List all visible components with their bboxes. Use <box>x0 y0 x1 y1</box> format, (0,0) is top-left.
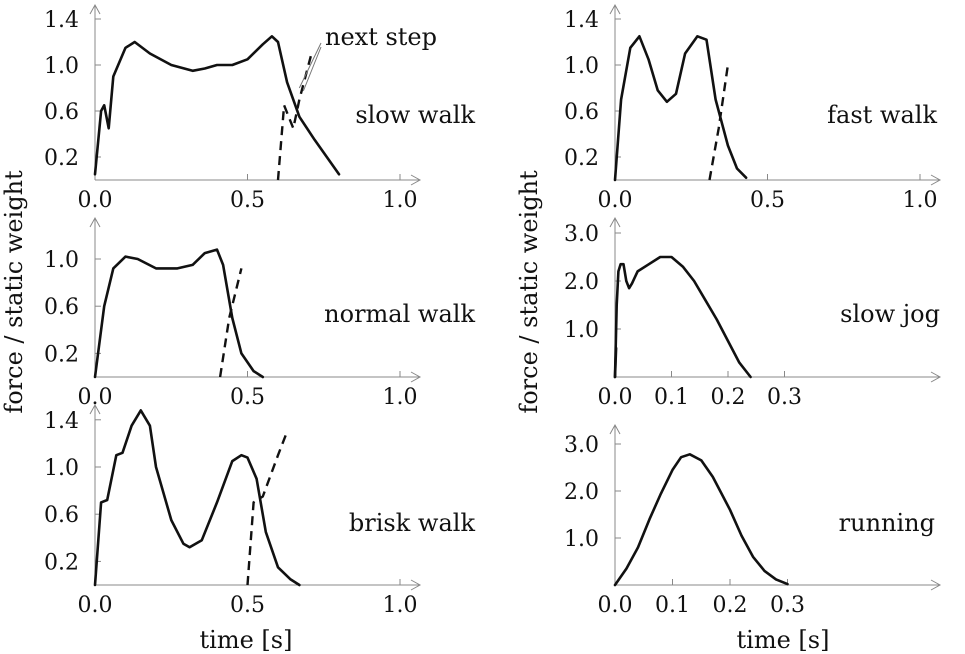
y-tick-label: 1.4 <box>44 8 79 33</box>
panel-label: normal walk <box>324 300 475 328</box>
series-1-line <box>708 64 730 181</box>
x-tick-label: 1.0 <box>903 188 938 213</box>
series-0-line <box>613 255 752 379</box>
y-tick-label: 0.2 <box>44 550 79 575</box>
x-tick-label: 0.2 <box>713 593 748 618</box>
panel-5: 0.0 0.1 0.2 0.3 1.0 2.0 3.0 running <box>564 423 942 618</box>
x-axis-title-right: time [s] <box>737 626 830 654</box>
annotation-leader <box>298 42 322 89</box>
y-tick-label: 1.0 <box>564 527 599 552</box>
x-tick-label: 1.0 <box>383 593 418 618</box>
y-tick-label: 0.2 <box>44 146 79 171</box>
x-tick-label: 0.0 <box>598 593 633 618</box>
y-axis-arrow <box>609 216 621 228</box>
x-tick-label: 0.1 <box>654 385 689 410</box>
series-1-line <box>246 431 289 586</box>
y-axis-arrow <box>89 3 101 15</box>
y-axis-title-right: force / static weight <box>515 170 543 414</box>
y-tick-label: 0.6 <box>44 503 79 528</box>
x-axis-arrow <box>930 579 942 591</box>
series-0-line <box>93 409 301 587</box>
x-tick-label: 0.5 <box>230 385 265 410</box>
x-tick-label: 0.0 <box>598 188 633 213</box>
x-tick-label: 0.1 <box>655 593 690 618</box>
series-0-line <box>93 248 265 379</box>
y-tick-label: 0.6 <box>44 295 79 320</box>
y-axis-arrow <box>89 216 101 228</box>
x-tick-label: 0.0 <box>78 593 113 618</box>
x-tick-label: 0.0 <box>598 385 633 410</box>
x-tick-label: 0.5 <box>230 593 265 618</box>
y-tick-label: 0.2 <box>44 342 79 367</box>
x-axis-arrow <box>930 371 942 383</box>
x-tick-label: 0.3 <box>770 593 805 618</box>
y-tick-label: 1.4 <box>44 409 79 434</box>
series-1-line <box>276 53 313 181</box>
y-axis-title-left: force / static weight <box>0 170 28 414</box>
x-tick-label: 0.2 <box>711 385 746 410</box>
panel-0: 0.0 0.5 1.0 0.2 0.6 1.0 1.4 slow walk next step <box>44 3 475 213</box>
annotation-label: next step <box>325 23 437 51</box>
panel-4: 0.0 0.5 1.0 0.2 0.6 1.0 1.4 brisk walk <box>44 403 476 618</box>
panel-1: 0.0 0.5 1.0 0.2 0.6 1.0 1.4 fast walk <box>564 3 942 213</box>
x-axis-arrow <box>930 174 942 186</box>
panel-label: slow jog <box>840 300 940 328</box>
y-axis-arrow <box>89 403 101 415</box>
y-tick-label: 1.4 <box>564 8 599 33</box>
annotation-leader <box>302 46 322 92</box>
y-axis-arrow <box>609 423 621 435</box>
x-tick-label: 0.0 <box>78 188 113 213</box>
x-axis-title-left: time [s] <box>200 626 293 654</box>
x-axis-arrow <box>410 174 422 186</box>
panel-label: slow walk <box>355 101 475 129</box>
series-0-line <box>93 34 341 176</box>
panel-label: running <box>839 509 935 537</box>
series-1-line <box>613 346 618 379</box>
y-tick-label: 0.6 <box>564 100 599 125</box>
y-tick-label: 3.0 <box>564 433 599 458</box>
panel-label: brisk walk <box>349 509 476 537</box>
panel-3: 0.0 0.1 0.2 0.3 1.0 2.0 3.0 slow jog <box>564 216 942 410</box>
y-tick-label: 1.0 <box>564 318 599 343</box>
y-tick-label: 1.0 <box>44 54 79 79</box>
series-1-line <box>218 268 243 378</box>
y-tick-label: 1.0 <box>44 248 79 273</box>
x-tick-label: 0.5 <box>750 188 785 213</box>
y-tick-label: 2.0 <box>564 270 599 295</box>
panel-label: fast walk <box>827 101 937 129</box>
y-tick-label: 3.0 <box>564 222 599 247</box>
y-axis-arrow <box>609 3 621 15</box>
y-tick-label: 1.0 <box>564 54 599 79</box>
x-tick-label: 0.3 <box>767 385 802 410</box>
x-tick-label: 0.5 <box>230 188 265 213</box>
x-tick-label: 1.0 <box>383 385 418 410</box>
y-tick-label: 2.0 <box>564 480 599 505</box>
y-tick-label: 0.6 <box>44 100 79 125</box>
series-0-line <box>613 452 789 587</box>
x-tick-label: 1.0 <box>383 188 418 213</box>
x-axis-arrow <box>410 579 422 591</box>
series-0-line <box>613 34 748 182</box>
y-tick-label: 1.0 <box>44 456 79 481</box>
x-axis-arrow <box>410 371 422 383</box>
y-tick-label: 0.2 <box>564 146 599 171</box>
